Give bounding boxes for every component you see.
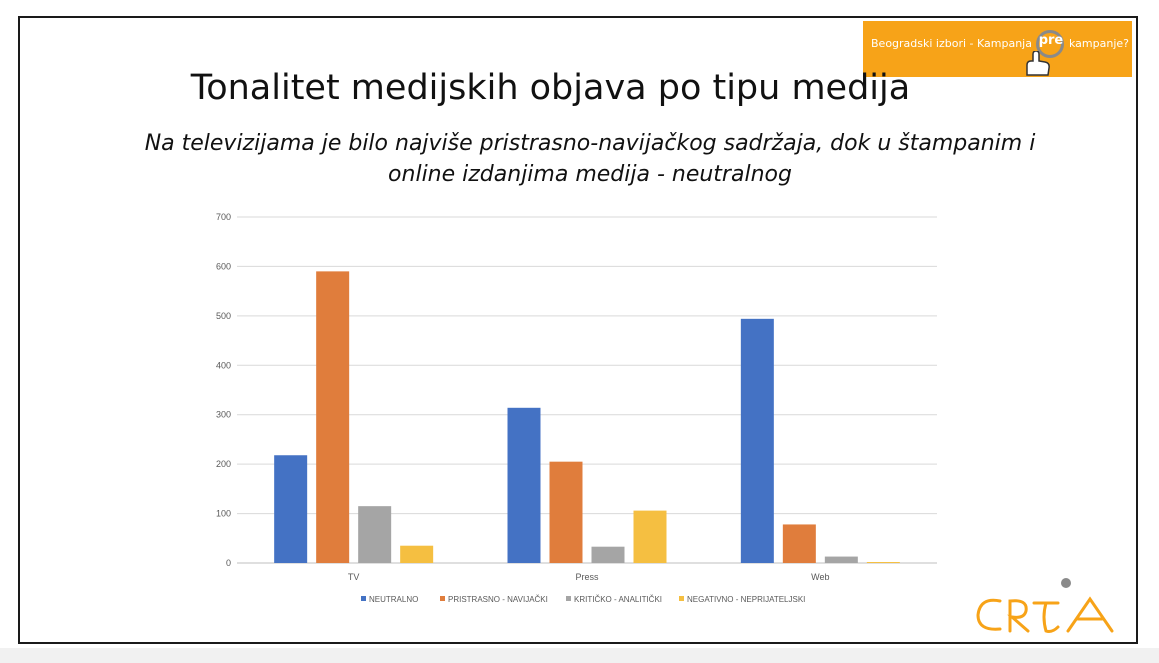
bar bbox=[549, 461, 583, 563]
bottom-strip bbox=[0, 648, 1159, 663]
legend-swatch bbox=[566, 596, 571, 601]
legend-swatch bbox=[361, 596, 366, 601]
legend-label: NEUTRALNO bbox=[369, 595, 418, 604]
bar bbox=[782, 524, 816, 563]
crta-logo bbox=[976, 578, 1114, 633]
y-tick-label: 500 bbox=[216, 311, 231, 321]
bar bbox=[316, 271, 350, 563]
y-tick-label: 600 bbox=[216, 261, 231, 271]
legend-swatch bbox=[440, 596, 445, 601]
x-tick-label: Press bbox=[575, 572, 599, 582]
y-tick-label: 400 bbox=[216, 360, 231, 370]
legend-swatch bbox=[679, 596, 684, 601]
y-tick-label: 300 bbox=[216, 410, 231, 420]
x-tick-label: TV bbox=[348, 572, 360, 582]
badge-highlight: pre bbox=[1038, 33, 1064, 48]
slide-subtitle: Na televizijama je bilo najviše pristras… bbox=[144, 131, 1036, 187]
y-tick-label: 0 bbox=[226, 558, 231, 568]
legend-label: KRITIČKO - ANALITIČKI bbox=[574, 595, 662, 604]
bar bbox=[507, 407, 541, 563]
bar bbox=[866, 562, 900, 563]
y-tick-label: 700 bbox=[216, 212, 231, 222]
badge-text-before: Beogradski izbori - Kampanja bbox=[871, 37, 1032, 50]
bar bbox=[591, 546, 625, 563]
bar bbox=[633, 510, 667, 563]
pointing-hand-icon bbox=[1026, 51, 1050, 76]
y-tick-label: 100 bbox=[216, 509, 231, 519]
bar bbox=[274, 455, 308, 563]
legend-label: NEGATIVNO - NEPRIJATELJSKI bbox=[687, 595, 805, 604]
bar bbox=[740, 318, 774, 563]
bar bbox=[400, 545, 434, 563]
bar bbox=[824, 556, 858, 563]
badge-text-after: kampanje? bbox=[1069, 37, 1129, 50]
slide-title: Tonalitet medijskih objava po tipu medij… bbox=[190, 68, 911, 108]
y-tick-label: 200 bbox=[216, 459, 231, 469]
x-tick-label: Web bbox=[811, 572, 829, 582]
bar bbox=[358, 506, 392, 563]
campaign-badge[interactable]: Beogradski izbori - Kampanja pre kampanj… bbox=[863, 21, 1132, 77]
legend-label: PRISTRASNO - NAVIJAČKI bbox=[448, 595, 548, 604]
magnifier-icon bbox=[1036, 30, 1064, 58]
